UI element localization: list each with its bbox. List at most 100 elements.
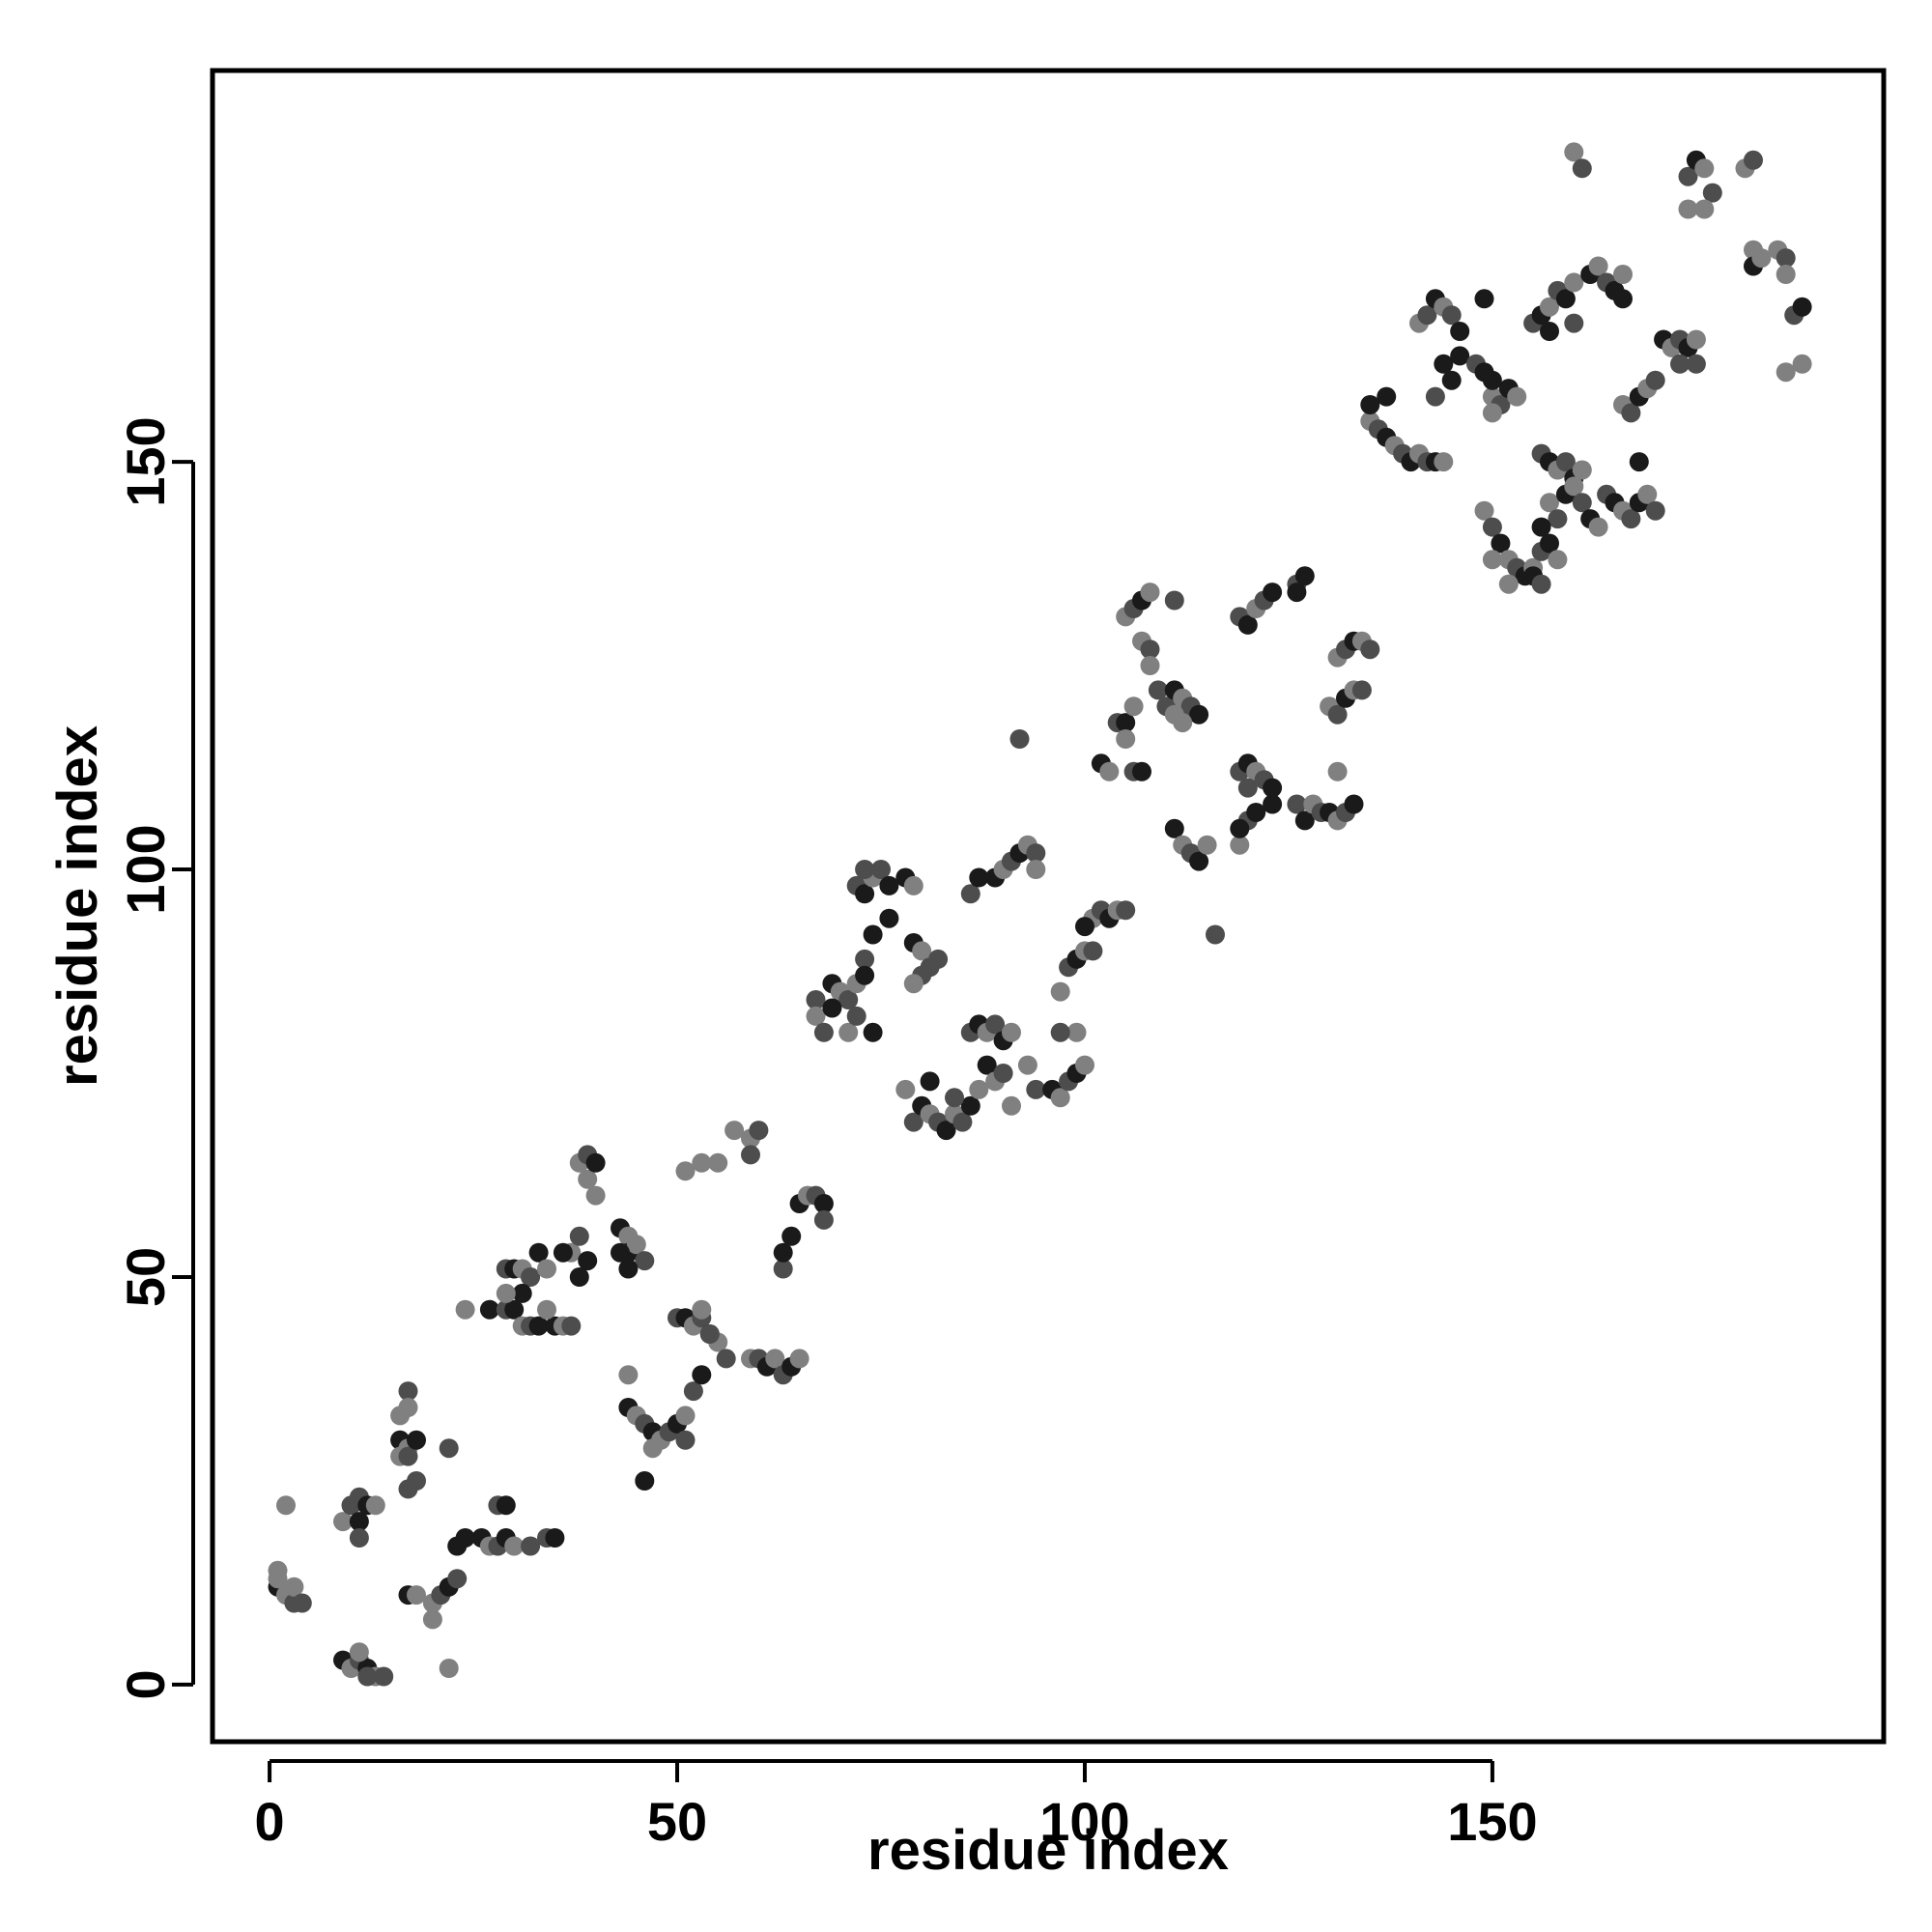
data-point [1140, 639, 1160, 660]
data-point [1066, 1022, 1087, 1042]
data-point [578, 1169, 598, 1189]
x-tick-label: 100 [1039, 1791, 1129, 1852]
data-point [398, 1446, 418, 1466]
data-point [1645, 370, 1665, 390]
data-point [1678, 166, 1698, 186]
data-point [1540, 322, 1559, 341]
data-point [1189, 704, 1209, 724]
data-point [1482, 517, 1502, 537]
data-point [1548, 509, 1568, 529]
data-point [871, 860, 891, 879]
data-point [357, 1666, 378, 1687]
data-point [1287, 794, 1307, 814]
data-point [537, 1259, 556, 1279]
data-point [585, 1185, 606, 1206]
data-point [741, 1145, 760, 1165]
data-point [1450, 322, 1470, 341]
data-point [626, 1235, 646, 1255]
data-point [1474, 500, 1494, 521]
data-point [1588, 517, 1608, 537]
y-tick-label: 0 [115, 1669, 176, 1699]
data-point [1287, 582, 1307, 603]
data-point [1026, 860, 1046, 879]
data-point [447, 1569, 468, 1589]
data-point [292, 1593, 312, 1613]
data-point [1026, 1079, 1046, 1099]
data-point [1564, 142, 1584, 162]
data-point [1531, 574, 1551, 594]
data-point [1776, 362, 1796, 383]
data-point [1263, 778, 1283, 798]
data-point [496, 1495, 516, 1516]
data-point [1498, 574, 1519, 594]
data-point [1377, 386, 1397, 407]
data-point [585, 1152, 606, 1173]
data-point [1572, 158, 1592, 179]
data-point [1564, 272, 1584, 293]
data-point [1694, 158, 1715, 179]
data-point [855, 949, 875, 969]
data-point [855, 884, 875, 904]
data-point [813, 1022, 834, 1042]
data-point [920, 1071, 940, 1092]
data-point [561, 1316, 582, 1336]
data-point [447, 1536, 468, 1556]
data-point [1686, 354, 1706, 374]
data-point [374, 1666, 394, 1687]
data-point [1686, 329, 1706, 350]
data-point [1564, 313, 1584, 333]
data-point [1751, 248, 1772, 269]
data-point [1002, 1022, 1021, 1042]
data-point [838, 990, 859, 1009]
data-point [1694, 199, 1715, 219]
data-point [912, 941, 932, 961]
data-point [268, 1569, 288, 1589]
data-point [985, 1014, 1006, 1035]
data-point [1621, 509, 1641, 529]
data-point [960, 1095, 980, 1116]
data-point [903, 875, 923, 895]
data-point [1344, 794, 1364, 814]
data-point [1164, 818, 1184, 838]
data-point [1482, 403, 1502, 423]
data-point [398, 1479, 418, 1499]
data-point [813, 1194, 834, 1213]
data-point [1230, 818, 1250, 838]
data-point [895, 1079, 916, 1099]
data-point [1116, 900, 1136, 921]
data-point [521, 1536, 541, 1556]
data-point [1540, 493, 1559, 513]
data-point [407, 1430, 426, 1450]
data-point [1148, 680, 1168, 700]
data-point [578, 1251, 598, 1271]
data-point [1351, 680, 1372, 700]
data-point [1075, 1055, 1094, 1075]
data-point [879, 908, 899, 928]
data-point [512, 1283, 532, 1303]
data-point [1017, 1055, 1037, 1075]
plot-frame [210, 68, 1887, 1745]
data-point [407, 1585, 426, 1605]
data-point [1792, 297, 1812, 317]
data-point [496, 1283, 516, 1303]
data-point [749, 1121, 769, 1141]
data-point [398, 1381, 418, 1402]
data-point [1572, 460, 1592, 480]
data-point [977, 1055, 997, 1075]
y-axis-title: residue index [46, 725, 109, 1087]
data-point [1116, 729, 1136, 749]
data-point [537, 1299, 556, 1320]
data-point [1474, 362, 1494, 383]
x-axis-title: residue index [867, 1819, 1229, 1882]
data-point [1050, 1088, 1070, 1108]
data-point [365, 1495, 385, 1516]
data-point [439, 1438, 459, 1459]
data-point [822, 998, 842, 1018]
data-point [1482, 550, 1502, 570]
data-point [1548, 550, 1568, 570]
data-point [439, 1659, 459, 1678]
data-point [1564, 476, 1584, 497]
data-point [390, 1406, 411, 1426]
data-point [1140, 582, 1160, 603]
